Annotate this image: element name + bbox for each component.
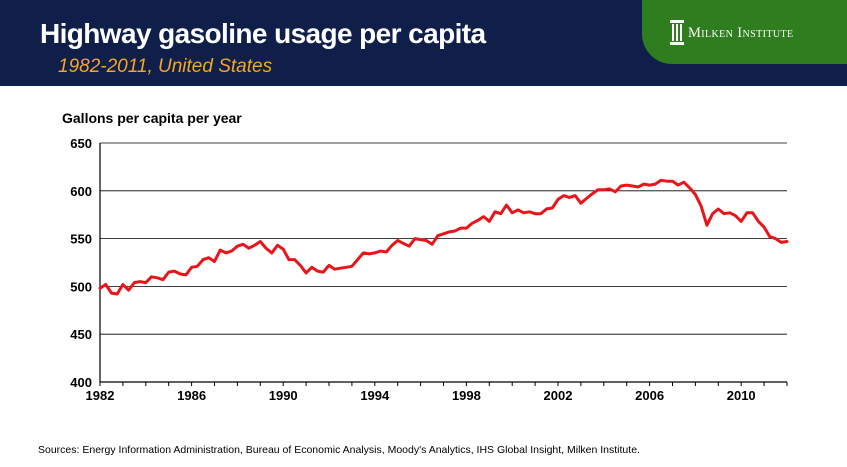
logo-text: Milken Institute — [688, 25, 794, 41]
y-tick-label: 650 — [70, 136, 92, 151]
x-tick-label: 1994 — [360, 388, 390, 403]
x-tick-label: 2002 — [544, 388, 573, 403]
pillar-icon — [670, 20, 684, 45]
line-chart: 400 450 500 550 600 650 1982 1986 1990 1994 1998 2… — [70, 136, 789, 403]
y-tick-label: 400 — [70, 375, 92, 390]
x-tick-label: 1998 — [452, 388, 481, 403]
series-line — [98, 178, 789, 296]
y-tick-label: 500 — [70, 279, 92, 294]
x-tick-label: 1986 — [177, 388, 206, 403]
x-tick-labels: 1982 1986 1990 1994 1998 2002 2006 2010 — [86, 388, 756, 403]
header-banner: Highway gasoline usage per capita 1982-2… — [0, 0, 847, 86]
y-tick-label: 600 — [70, 184, 92, 199]
chart-title: Highway gasoline usage per capita — [40, 18, 486, 49]
y-axis-label: Gallons per capita per year — [62, 110, 242, 126]
chart-subtitle: 1982-2011, United States — [58, 56, 273, 77]
x-tick-label: 2006 — [635, 388, 664, 403]
source-note: Sources: Energy Information Administrati… — [38, 444, 640, 456]
y-tick-labels: 400 450 500 550 600 650 — [70, 136, 92, 390]
y-tick-label: 450 — [70, 327, 92, 342]
grid-lines — [100, 142, 787, 335]
axes — [99, 143, 788, 386]
x-tick-label: 2010 — [727, 388, 756, 403]
y-tick-label: 550 — [70, 232, 92, 247]
x-tick-label: 1990 — [269, 388, 298, 403]
logo: Milken Institute — [642, 0, 847, 64]
x-tick-label: 1982 — [86, 388, 115, 403]
